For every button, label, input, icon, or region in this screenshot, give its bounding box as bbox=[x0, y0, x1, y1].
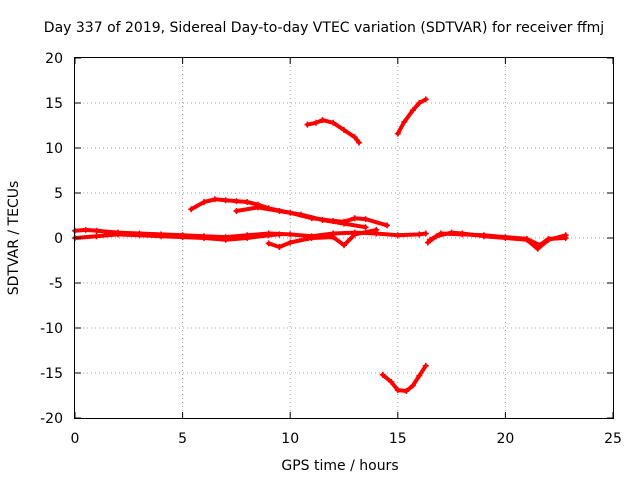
data-point bbox=[545, 235, 552, 242]
data-point bbox=[304, 121, 311, 128]
data-point bbox=[265, 240, 272, 247]
data-point bbox=[93, 227, 100, 234]
plot-frame bbox=[74, 57, 614, 419]
data-point bbox=[308, 235, 315, 241]
y-tick-label: 15 bbox=[45, 96, 63, 112]
x-axis-label: GPS time / hours bbox=[281, 458, 398, 474]
data-point bbox=[319, 117, 326, 124]
grid-layer bbox=[75, 58, 613, 418]
y-tick-label: -15 bbox=[40, 366, 63, 382]
data-point bbox=[394, 387, 401, 394]
data-point bbox=[254, 204, 261, 211]
traces-layer bbox=[72, 96, 569, 394]
data-point bbox=[351, 215, 358, 222]
data-point bbox=[356, 139, 363, 146]
data-point bbox=[313, 119, 320, 126]
data-point bbox=[362, 216, 369, 223]
data-point bbox=[416, 372, 423, 379]
x-tick-label: 0 bbox=[71, 431, 80, 447]
data-point bbox=[233, 198, 240, 205]
data-point bbox=[502, 234, 509, 241]
data-point bbox=[379, 371, 386, 378]
y-tick-label: -20 bbox=[40, 411, 63, 427]
data-point bbox=[534, 245, 541, 252]
data-point bbox=[373, 226, 380, 233]
data-point bbox=[562, 235, 569, 241]
data-point bbox=[265, 232, 272, 239]
data-point bbox=[437, 230, 444, 237]
data-point bbox=[341, 220, 347, 227]
data-point bbox=[330, 119, 337, 126]
x-tick-label: 20 bbox=[496, 431, 514, 447]
y-axis-label: SDTVAR / TECUs bbox=[6, 181, 22, 296]
data-point bbox=[115, 231, 122, 238]
y-tick-label: -10 bbox=[40, 321, 63, 337]
data-point bbox=[297, 211, 304, 218]
x-tick-label: 10 bbox=[281, 431, 299, 447]
data-point bbox=[459, 231, 466, 238]
data-point bbox=[244, 235, 251, 241]
data-point bbox=[276, 208, 283, 214]
data-point bbox=[222, 197, 229, 204]
data-point bbox=[416, 231, 423, 238]
data-point bbox=[401, 118, 408, 125]
data-point bbox=[287, 239, 294, 246]
x-tick-label: 15 bbox=[389, 431, 407, 447]
y-tick-label: 10 bbox=[45, 141, 63, 157]
data-point bbox=[416, 100, 423, 106]
data-point bbox=[276, 244, 283, 250]
data-point bbox=[179, 234, 186, 241]
data-point bbox=[409, 382, 416, 389]
data-point bbox=[158, 233, 165, 240]
y-tick-label: 5 bbox=[54, 186, 63, 202]
series-arc-high-b bbox=[395, 97, 428, 136]
x-tick-label: 5 bbox=[178, 431, 187, 447]
data-point bbox=[384, 222, 391, 229]
data-point bbox=[82, 226, 89, 233]
data-point bbox=[394, 130, 401, 137]
data-point bbox=[287, 231, 294, 238]
data-point bbox=[409, 107, 416, 114]
y-tick-label: -5 bbox=[49, 276, 63, 292]
data-point bbox=[427, 236, 434, 243]
data-point bbox=[93, 233, 100, 240]
data-point bbox=[319, 217, 326, 223]
data-point bbox=[362, 224, 369, 231]
data-point bbox=[394, 232, 401, 239]
y-tick-label: 0 bbox=[54, 231, 63, 247]
data-point bbox=[388, 379, 395, 385]
data-point bbox=[188, 206, 195, 213]
data-point bbox=[276, 231, 283, 238]
ticks-layer: 0 5 10 15 20 25 -20 -15 -10 -5 0 5 10 15 20 bbox=[40, 51, 622, 447]
data-point bbox=[523, 235, 530, 242]
data-point bbox=[351, 231, 358, 238]
data-point bbox=[422, 230, 429, 237]
data-point bbox=[244, 199, 251, 205]
data-point bbox=[136, 232, 143, 239]
data-point bbox=[536, 242, 543, 249]
chart-title: Day 337 of 2019, Sidereal Day-to-day VTE… bbox=[44, 20, 604, 36]
data-point bbox=[422, 96, 429, 103]
data-point bbox=[330, 234, 337, 241]
data-point bbox=[201, 235, 208, 241]
data-point bbox=[201, 199, 208, 205]
data-point bbox=[211, 196, 218, 203]
data-point bbox=[341, 127, 347, 133]
data-point bbox=[351, 134, 358, 141]
data-point bbox=[341, 242, 347, 249]
data-point bbox=[403, 388, 410, 394]
y-tick-label: 20 bbox=[45, 51, 63, 67]
data-point bbox=[480, 232, 487, 239]
data-point bbox=[422, 362, 429, 369]
data-point bbox=[222, 236, 229, 243]
x-tick-label: 25 bbox=[604, 431, 622, 447]
data-point bbox=[233, 208, 240, 214]
